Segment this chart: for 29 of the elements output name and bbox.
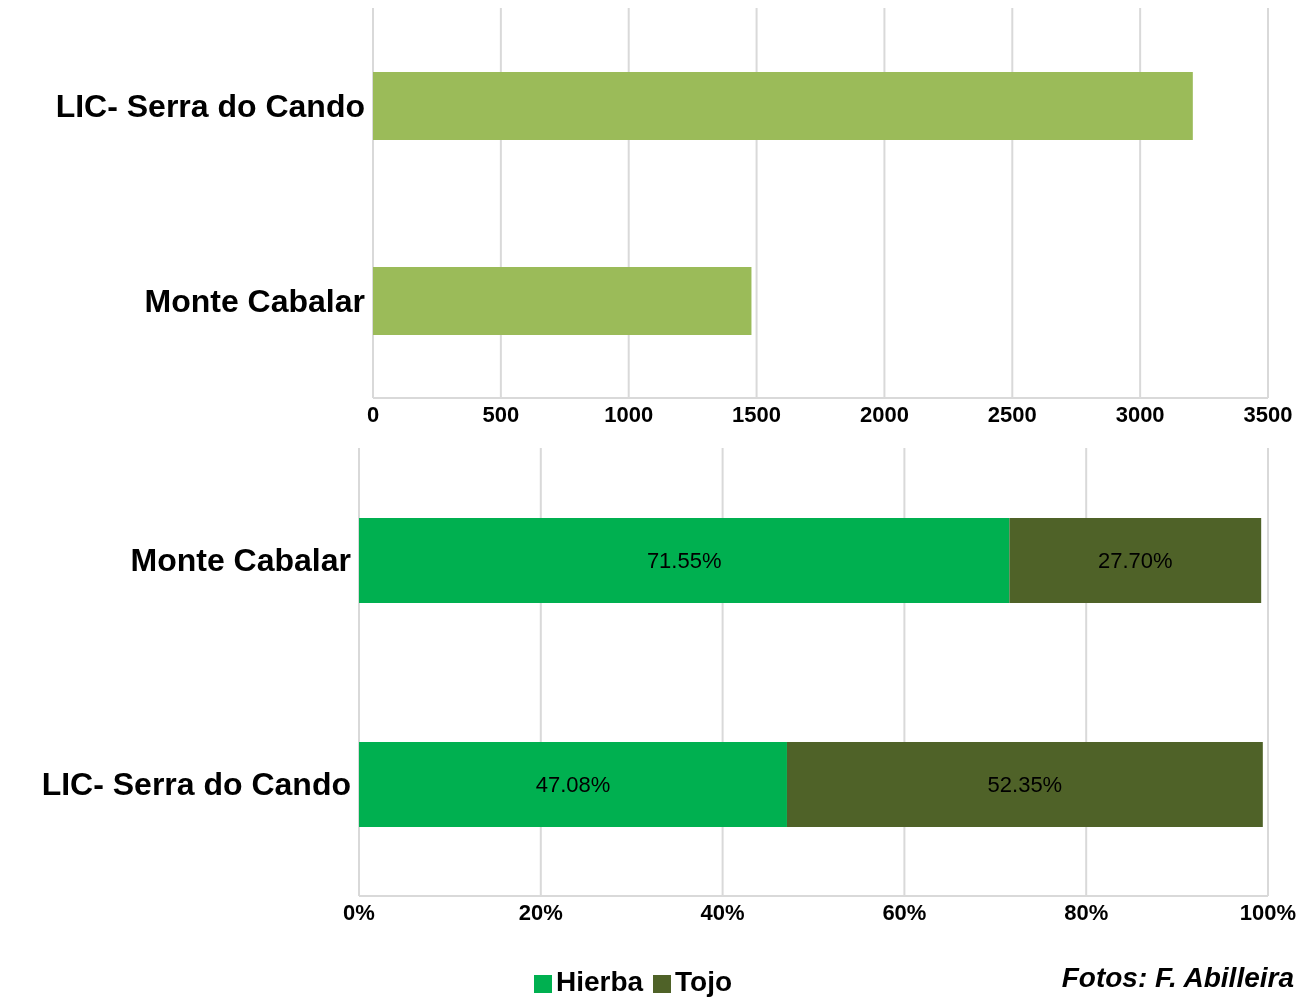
- bar: [359, 518, 1010, 603]
- x-tick-label: 20%: [518, 899, 563, 925]
- x-tick-label: 3500: [1243, 401, 1293, 427]
- y-tick-label: Monte Cabalar: [144, 282, 365, 319]
- x-tick-label: 0: [366, 401, 380, 427]
- x-tick-label: 80%: [1064, 899, 1109, 925]
- y-tick-label: LIC- Serra do Cando: [41, 766, 351, 803]
- x-tick-label: 100%: [1239, 899, 1297, 925]
- legend-label: Tojo: [675, 966, 733, 997]
- x-tick-label: 2500: [987, 401, 1037, 427]
- x-tick-label: 60%: [882, 899, 927, 925]
- data-label: 27.70%: [1097, 548, 1173, 573]
- data-label: 47.08%: [535, 772, 611, 797]
- x-tick-label: 0%: [343, 899, 375, 925]
- bar: [1009, 518, 1262, 603]
- data-label: 52.35%: [987, 772, 1063, 797]
- y-tick-label: LIC- Serra do Cando: [55, 87, 365, 124]
- x-tick-label: 1000: [604, 401, 654, 427]
- text: Fotos: F. Abilleira: [1061, 962, 1294, 994]
- x-tick-label: 1500: [732, 401, 782, 427]
- legend-label: Hierba: [555, 966, 644, 997]
- bar: [786, 742, 1263, 827]
- bar: [359, 742, 787, 827]
- x-tick-label: 3000: [1115, 401, 1165, 427]
- x-tick-label: 500: [482, 401, 520, 427]
- x-tick-label: 40%: [700, 899, 745, 925]
- data-label: 71.55%: [646, 548, 722, 573]
- x-tick-label: 2000: [859, 401, 909, 427]
- y-tick-label: Monte Cabalar: [130, 542, 351, 579]
